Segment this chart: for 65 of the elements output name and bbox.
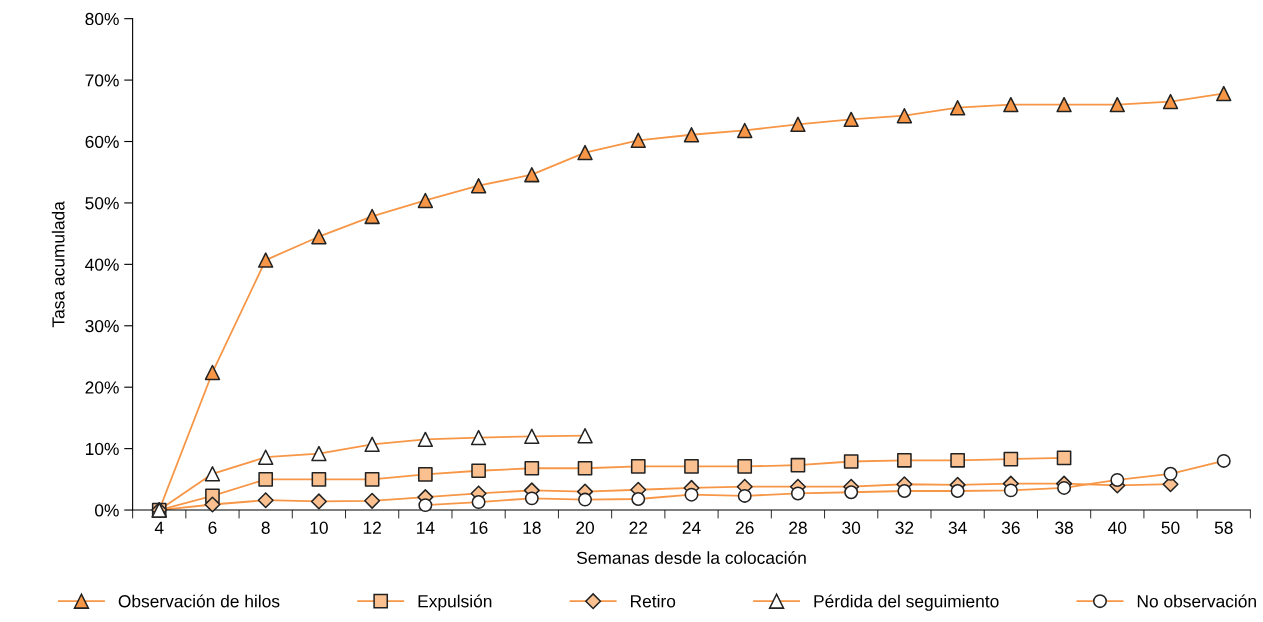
- point: [949, 100, 966, 116]
- y-tick-label: 20%: [85, 381, 119, 394]
- point: [417, 431, 434, 448]
- point: [204, 466, 221, 482]
- point: [524, 166, 540, 183]
- point: [524, 428, 540, 445]
- point: [311, 229, 327, 245]
- point: [364, 436, 380, 453]
- point: [630, 132, 646, 148]
- y-tick-label: 30%: [85, 319, 119, 333]
- x-tick-label: 38: [1055, 521, 1073, 534]
- x-tick-label: 50: [1161, 521, 1180, 534]
- y-tick-label: 50%: [85, 197, 119, 210]
- point: [1216, 85, 1232, 102]
- legend-label: Observación de hilos: [118, 594, 280, 608]
- y-axis-title: Tasa acumulada: [51, 201, 65, 328]
- point: [577, 428, 593, 444]
- x-tick-label: 16: [470, 521, 488, 534]
- y-tick-label: 80%: [85, 12, 119, 26]
- legend-label: Pérdida del seguimiento: [814, 594, 999, 611]
- x-tick-label: 6: [208, 521, 217, 534]
- y-tick-label: 0%: [95, 504, 119, 517]
- legend-label: Expulsión: [418, 594, 492, 611]
- x-tick-label: 28: [789, 521, 807, 534]
- point: [1162, 93, 1179, 110]
- point: [577, 144, 593, 161]
- x-tick-label: 34: [948, 521, 967, 534]
- x-tick-label: 8: [261, 521, 270, 534]
- point: [737, 122, 753, 139]
- point: [1003, 96, 1019, 113]
- x-tick-label: 4: [154, 521, 164, 534]
- y-tick-label: 60%: [85, 135, 119, 148]
- x-tick-label: 24: [682, 521, 701, 534]
- point: [683, 127, 700, 143]
- x-tick-label: 32: [895, 521, 914, 534]
- point: [1056, 96, 1072, 113]
- legend-label: No observación: [1137, 594, 1256, 608]
- y-tick-label: 10%: [86, 442, 119, 456]
- x-tick-label: 18: [523, 521, 541, 534]
- x-tick-label: 14: [417, 521, 435, 534]
- x-tick-label: 26: [735, 521, 754, 534]
- y-tick-label: 40%: [85, 258, 119, 271]
- x-tick-label: 22: [629, 521, 648, 534]
- point: [311, 445, 327, 462]
- x-tick-label: 36: [1001, 521, 1020, 534]
- point: [470, 178, 487, 194]
- point: [843, 111, 859, 128]
- point: [257, 449, 274, 465]
- y-tick-label: 70%: [85, 74, 119, 87]
- point: [1109, 96, 1126, 113]
- point: [257, 252, 274, 268]
- x-tick-label: 40: [1108, 521, 1127, 534]
- point: [204, 364, 221, 381]
- x-tick-label: 58: [1214, 521, 1233, 534]
- point: [364, 208, 380, 225]
- legend-label: Retiro: [631, 594, 676, 608]
- point: [896, 107, 913, 124]
- x-tick-label: 10: [310, 521, 328, 534]
- x-tick-label: 12: [363, 521, 381, 534]
- point: [417, 192, 434, 209]
- point: [470, 429, 487, 446]
- x-axis-title: Semanas desde la colocación: [576, 551, 806, 564]
- x-tick-label: 20: [576, 521, 595, 534]
- x-tick-label: 30: [842, 521, 861, 534]
- point: [790, 116, 806, 133]
